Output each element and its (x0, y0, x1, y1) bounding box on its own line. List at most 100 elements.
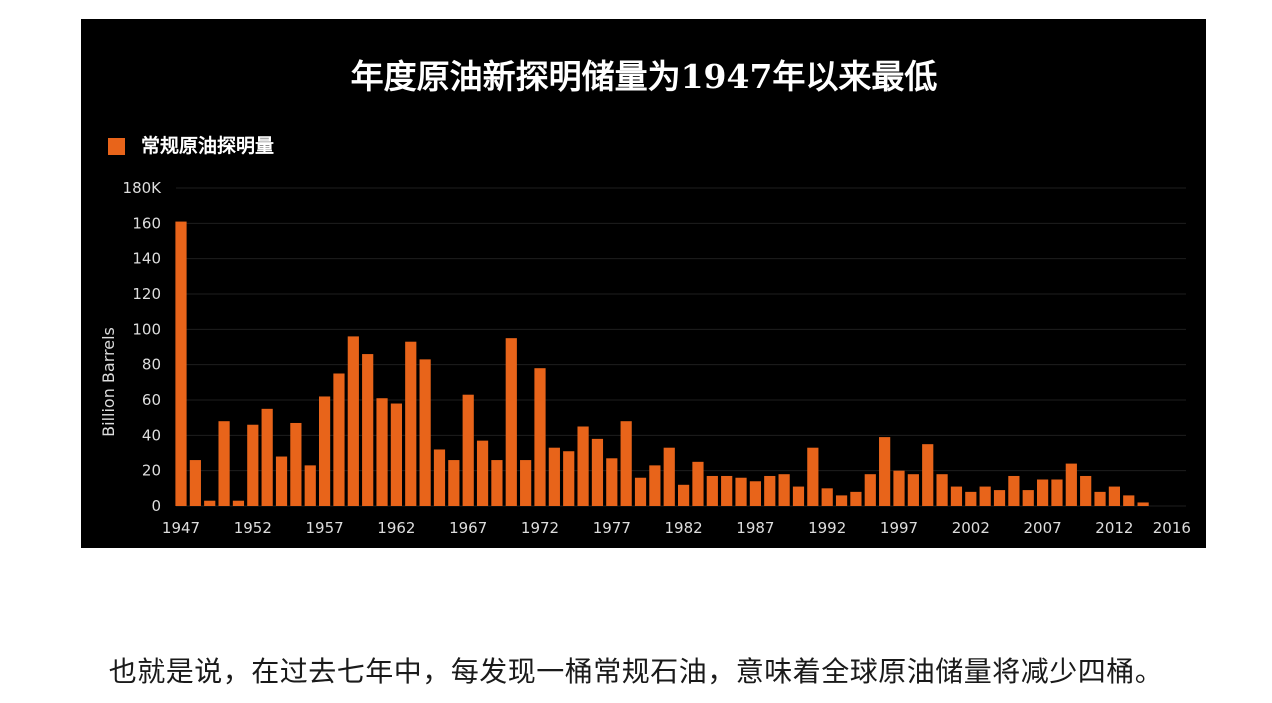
bar-2006 (1022, 490, 1034, 506)
x-tick-label: 1987 (736, 519, 774, 537)
bar-1996 (879, 437, 891, 506)
bar-1990 (792, 486, 805, 506)
bar-2011 (1094, 491, 1106, 506)
bar-1999 (922, 444, 934, 506)
bar-1971 (520, 460, 532, 506)
y-tick-label: 140 (132, 250, 161, 268)
x-tick-label: 1977 (593, 519, 631, 537)
bar-1948 (189, 460, 201, 506)
bar-2007 (1037, 479, 1049, 506)
x-tick-label: 2016 (1153, 519, 1191, 537)
caption-text: 也就是说，在过去七年中，每发现一桶常规石油，意味着全球原油储量将减少四桶。 (108, 655, 1164, 688)
y-tick-label: 100 (132, 320, 161, 338)
bar-2000 (936, 474, 948, 506)
bar-1981 (663, 447, 675, 506)
bar-1963 (405, 341, 417, 506)
bar-1953 (261, 408, 273, 506)
x-tick-label: 2007 (1024, 519, 1062, 537)
bar-1962 (390, 403, 402, 506)
y-tick-label: 80 (142, 356, 161, 374)
legend-swatch (108, 138, 125, 155)
x-tick-label: 2012 (1095, 519, 1133, 537)
bar-1988 (764, 475, 776, 506)
bar-1957 (319, 396, 331, 506)
x-tick-label: 1982 (665, 519, 703, 537)
bar-1970 (505, 338, 517, 506)
y-axis-ticks: 0 20 40 60 80 100 120 140 160 180K (123, 179, 163, 515)
bar-1977 (606, 458, 618, 506)
x-tick-label: 1972 (521, 519, 559, 537)
bar-1972 (534, 368, 546, 506)
x-tick-label: 1952 (234, 519, 272, 537)
bar-1980 (649, 465, 661, 506)
y-tick-label: 160 (132, 214, 161, 232)
bar-1967 (462, 394, 474, 506)
bar-1952 (247, 424, 259, 506)
x-axis-ticks: 1947 1952 1957 1962 1967 1972 1977 1982 1987 1992… (162, 519, 1191, 537)
bar-1959 (347, 336, 359, 506)
x-tick-label: 1962 (377, 519, 415, 537)
bar-1989 (778, 474, 790, 506)
y-tick-label: 60 (142, 391, 161, 409)
bar-1975 (577, 426, 589, 506)
bar-2009 (1065, 463, 1077, 506)
bar-chart: 年度原油新探明储量为1947年以来最低 常规原油探明量 Billion Barr… (99, 57, 1191, 537)
bar-1978 (620, 421, 632, 506)
x-tick-label: 1992 (808, 519, 846, 537)
chart-title: 年度原油新探明储量为1947年以来最低 (351, 57, 938, 96)
bar-1969 (491, 460, 503, 506)
bar-1982 (678, 484, 690, 506)
bar-1965 (433, 449, 446, 506)
bar-1997 (893, 470, 905, 506)
bar-1976 (591, 438, 604, 506)
bar-1974 (563, 451, 575, 506)
y-tick-label: 20 (142, 462, 161, 480)
y-tick-label: 40 (142, 426, 161, 444)
y-tick-label: 180K (123, 179, 163, 197)
bar-2002 (965, 491, 977, 506)
bar-1954 (275, 456, 288, 506)
legend-label: 常规原油探明量 (141, 134, 274, 157)
bar-1961 (376, 398, 388, 506)
bar-1992 (821, 488, 833, 506)
bar-1998 (907, 474, 919, 506)
x-tick-label: 1967 (449, 519, 487, 537)
bar-1950 (218, 421, 230, 506)
chart-panel: 年度原油新探明储量为1947年以来最低 常规原油探明量 Billion Barr… (81, 19, 1206, 548)
bar-1964 (419, 359, 431, 506)
bar-1966 (448, 460, 460, 506)
bar-1983 (692, 461, 704, 506)
bar-1956 (304, 465, 316, 506)
bar-1968 (476, 440, 489, 506)
bar-1986 (735, 477, 747, 506)
bar-1979 (634, 477, 647, 506)
bar-1951 (232, 500, 245, 506)
bar-1987 (749, 481, 761, 506)
bar-1973 (548, 447, 560, 506)
bar-1995 (864, 474, 876, 506)
bar-2001 (950, 486, 963, 506)
bars (175, 221, 1149, 506)
bar-1955 (290, 422, 302, 506)
bar-1949 (204, 500, 216, 506)
bar-2008 (1051, 479, 1063, 506)
x-tick-label: 2002 (952, 519, 990, 537)
bar-2005 (1008, 475, 1020, 506)
bar-1994 (850, 491, 862, 506)
y-tick-label: 0 (151, 497, 161, 515)
bar-1958 (333, 373, 345, 506)
x-tick-label: 1957 (306, 519, 344, 537)
x-tick-label: 1997 (880, 519, 918, 537)
bar-1947 (175, 221, 187, 506)
bar-2014 (1137, 502, 1149, 506)
y-tick-label: 120 (132, 285, 161, 303)
bar-2004 (993, 490, 1006, 506)
x-tick-label: 1947 (162, 519, 200, 537)
bar-2003 (979, 486, 991, 506)
bar-1991 (807, 447, 819, 506)
bar-2012 (1108, 486, 1120, 506)
y-axis-label: Billion Barrels (99, 327, 118, 437)
bar-1985 (721, 475, 733, 506)
bar-1993 (835, 495, 848, 506)
bar-2010 (1080, 475, 1092, 506)
